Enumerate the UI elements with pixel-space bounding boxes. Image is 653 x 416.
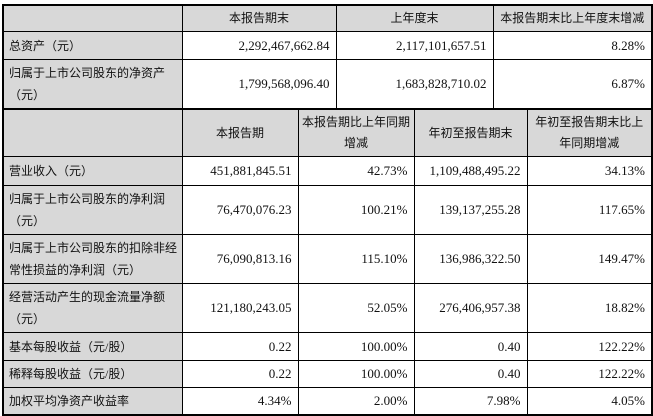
value-cell: 122.22% xyxy=(526,332,653,361)
value-cell: 136,986,322.50 xyxy=(413,234,528,284)
performance-summary-table: 本报告期 本报告期比上年同期增减 年初至报告期末 年初至报告期末比上年同期增减 … xyxy=(2,109,653,416)
value-cell: 100.00% xyxy=(297,332,415,361)
table1-header-row: 本报告期末 上年度末 本报告期末比上年度末增减 xyxy=(2,4,653,32)
value-cell: 2,292,467,662.84 xyxy=(181,31,337,60)
table-row-revenue: 营业收入（元） 451,881,845.51 42.73% 1,109,488,… xyxy=(2,156,653,186)
value-cell: 52.05% xyxy=(297,283,415,333)
value-cell: 0.22 xyxy=(181,360,299,388)
value-cell: 2,117,101,657.51 xyxy=(335,31,494,60)
value-cell: 4.34% xyxy=(181,387,299,416)
table2-column-header-ytd: 年初至报告期末 xyxy=(413,109,528,157)
row-label: 归属于上市公司股东的扣除非经常性损益的净利润（元） xyxy=(2,234,183,284)
table-row-weighted-avg-roe: 加权平均净资产收益率 4.34% 2.00% 7.98% 4.05% xyxy=(2,387,653,416)
value-cell: 121,180,243.05 xyxy=(181,283,299,333)
row-label: 经营活动产生的现金流量净额（元） xyxy=(2,283,183,333)
table2-column-header-current-period: 本报告期 xyxy=(181,109,299,157)
value-cell: 451,881,845.51 xyxy=(181,156,299,186)
row-label: 归属于上市公司股东的净资产（元） xyxy=(2,59,183,109)
row-label: 营业收入（元） xyxy=(2,156,183,186)
table1-column-header-change: 本报告期末比上年度末增减 xyxy=(492,4,653,32)
row-label: 基本每股收益（元/股） xyxy=(2,332,183,361)
table-row-net-assets: 归属于上市公司股东的净资产（元） 1,799,568,096.40 1,683,… xyxy=(2,59,653,109)
table-row-net-profit: 归属于上市公司股东的净利润（元） 76,470,076.23 100.21% 1… xyxy=(2,185,653,235)
table-row-operating-cash-flow: 经营活动产生的现金流量净额（元） 121,180,243.05 52.05% 2… xyxy=(2,283,653,333)
value-cell: 115.10% xyxy=(297,234,415,284)
value-cell: 76,090,813.16 xyxy=(181,234,299,284)
table2-header-row: 本报告期 本报告期比上年同期增减 年初至报告期末 年初至报告期末比上年同期增减 xyxy=(2,109,653,157)
table-row-diluted-eps: 稀释每股收益（元/股） 0.22 100.00% 0.40 122.22% xyxy=(2,360,653,388)
value-cell: 8.28% xyxy=(492,31,653,60)
value-cell: 2.00% xyxy=(297,387,415,416)
value-cell: 7.98% xyxy=(413,387,528,416)
value-cell: 0.40 xyxy=(413,360,528,388)
table-row-basic-eps: 基本每股收益（元/股） 0.22 100.00% 0.40 122.22% xyxy=(2,332,653,361)
table2-column-header-ytd-change: 年初至报告期末比上年同期增减 xyxy=(526,109,653,157)
table1-corner-cell xyxy=(2,4,183,32)
value-cell: 100.21% xyxy=(297,185,415,235)
row-label: 加权平均净资产收益率 xyxy=(2,387,183,416)
table2-corner-cell xyxy=(2,109,183,157)
table-row-total-assets: 总资产（元） 2,292,467,662.84 2,117,101,657.51… xyxy=(2,31,653,60)
value-cell: 6.87% xyxy=(492,59,653,109)
value-cell: 0.40 xyxy=(413,332,528,361)
row-label: 总资产（元） xyxy=(2,31,183,60)
value-cell: 42.73% xyxy=(297,156,415,186)
value-cell: 139,137,255.28 xyxy=(413,185,528,235)
table-row-deducted-net-profit: 归属于上市公司股东的扣除非经常性损益的净利润（元） 76,090,813.16 … xyxy=(2,234,653,284)
row-label: 稀释每股收益（元/股） xyxy=(2,360,183,388)
value-cell: 1,109,488,495.22 xyxy=(413,156,528,186)
value-cell: 76,470,076.23 xyxy=(181,185,299,235)
value-cell: 34.13% xyxy=(526,156,653,186)
value-cell: 1,683,828,710.02 xyxy=(335,59,494,109)
table1-column-header-current-period-end: 本报告期末 xyxy=(181,4,337,32)
row-label: 归属于上市公司股东的净利润（元） xyxy=(2,185,183,235)
table2-column-header-period-change: 本报告期比上年同期增减 xyxy=(297,109,415,157)
balance-summary-table: 本报告期末 上年度末 本报告期末比上年度末增减 总资产（元） 2,292,467… xyxy=(2,4,653,109)
value-cell: 149.47% xyxy=(526,234,653,284)
value-cell: 1,799,568,096.40 xyxy=(181,59,337,109)
value-cell: 117.65% xyxy=(526,185,653,235)
value-cell: 122.22% xyxy=(526,360,653,388)
value-cell: 100.00% xyxy=(297,360,415,388)
value-cell: 18.82% xyxy=(526,283,653,333)
value-cell: 0.22 xyxy=(181,332,299,361)
table1-column-header-prior-year-end: 上年度末 xyxy=(335,4,494,32)
value-cell: 4.05% xyxy=(526,387,653,416)
value-cell: 276,406,957.38 xyxy=(413,283,528,333)
